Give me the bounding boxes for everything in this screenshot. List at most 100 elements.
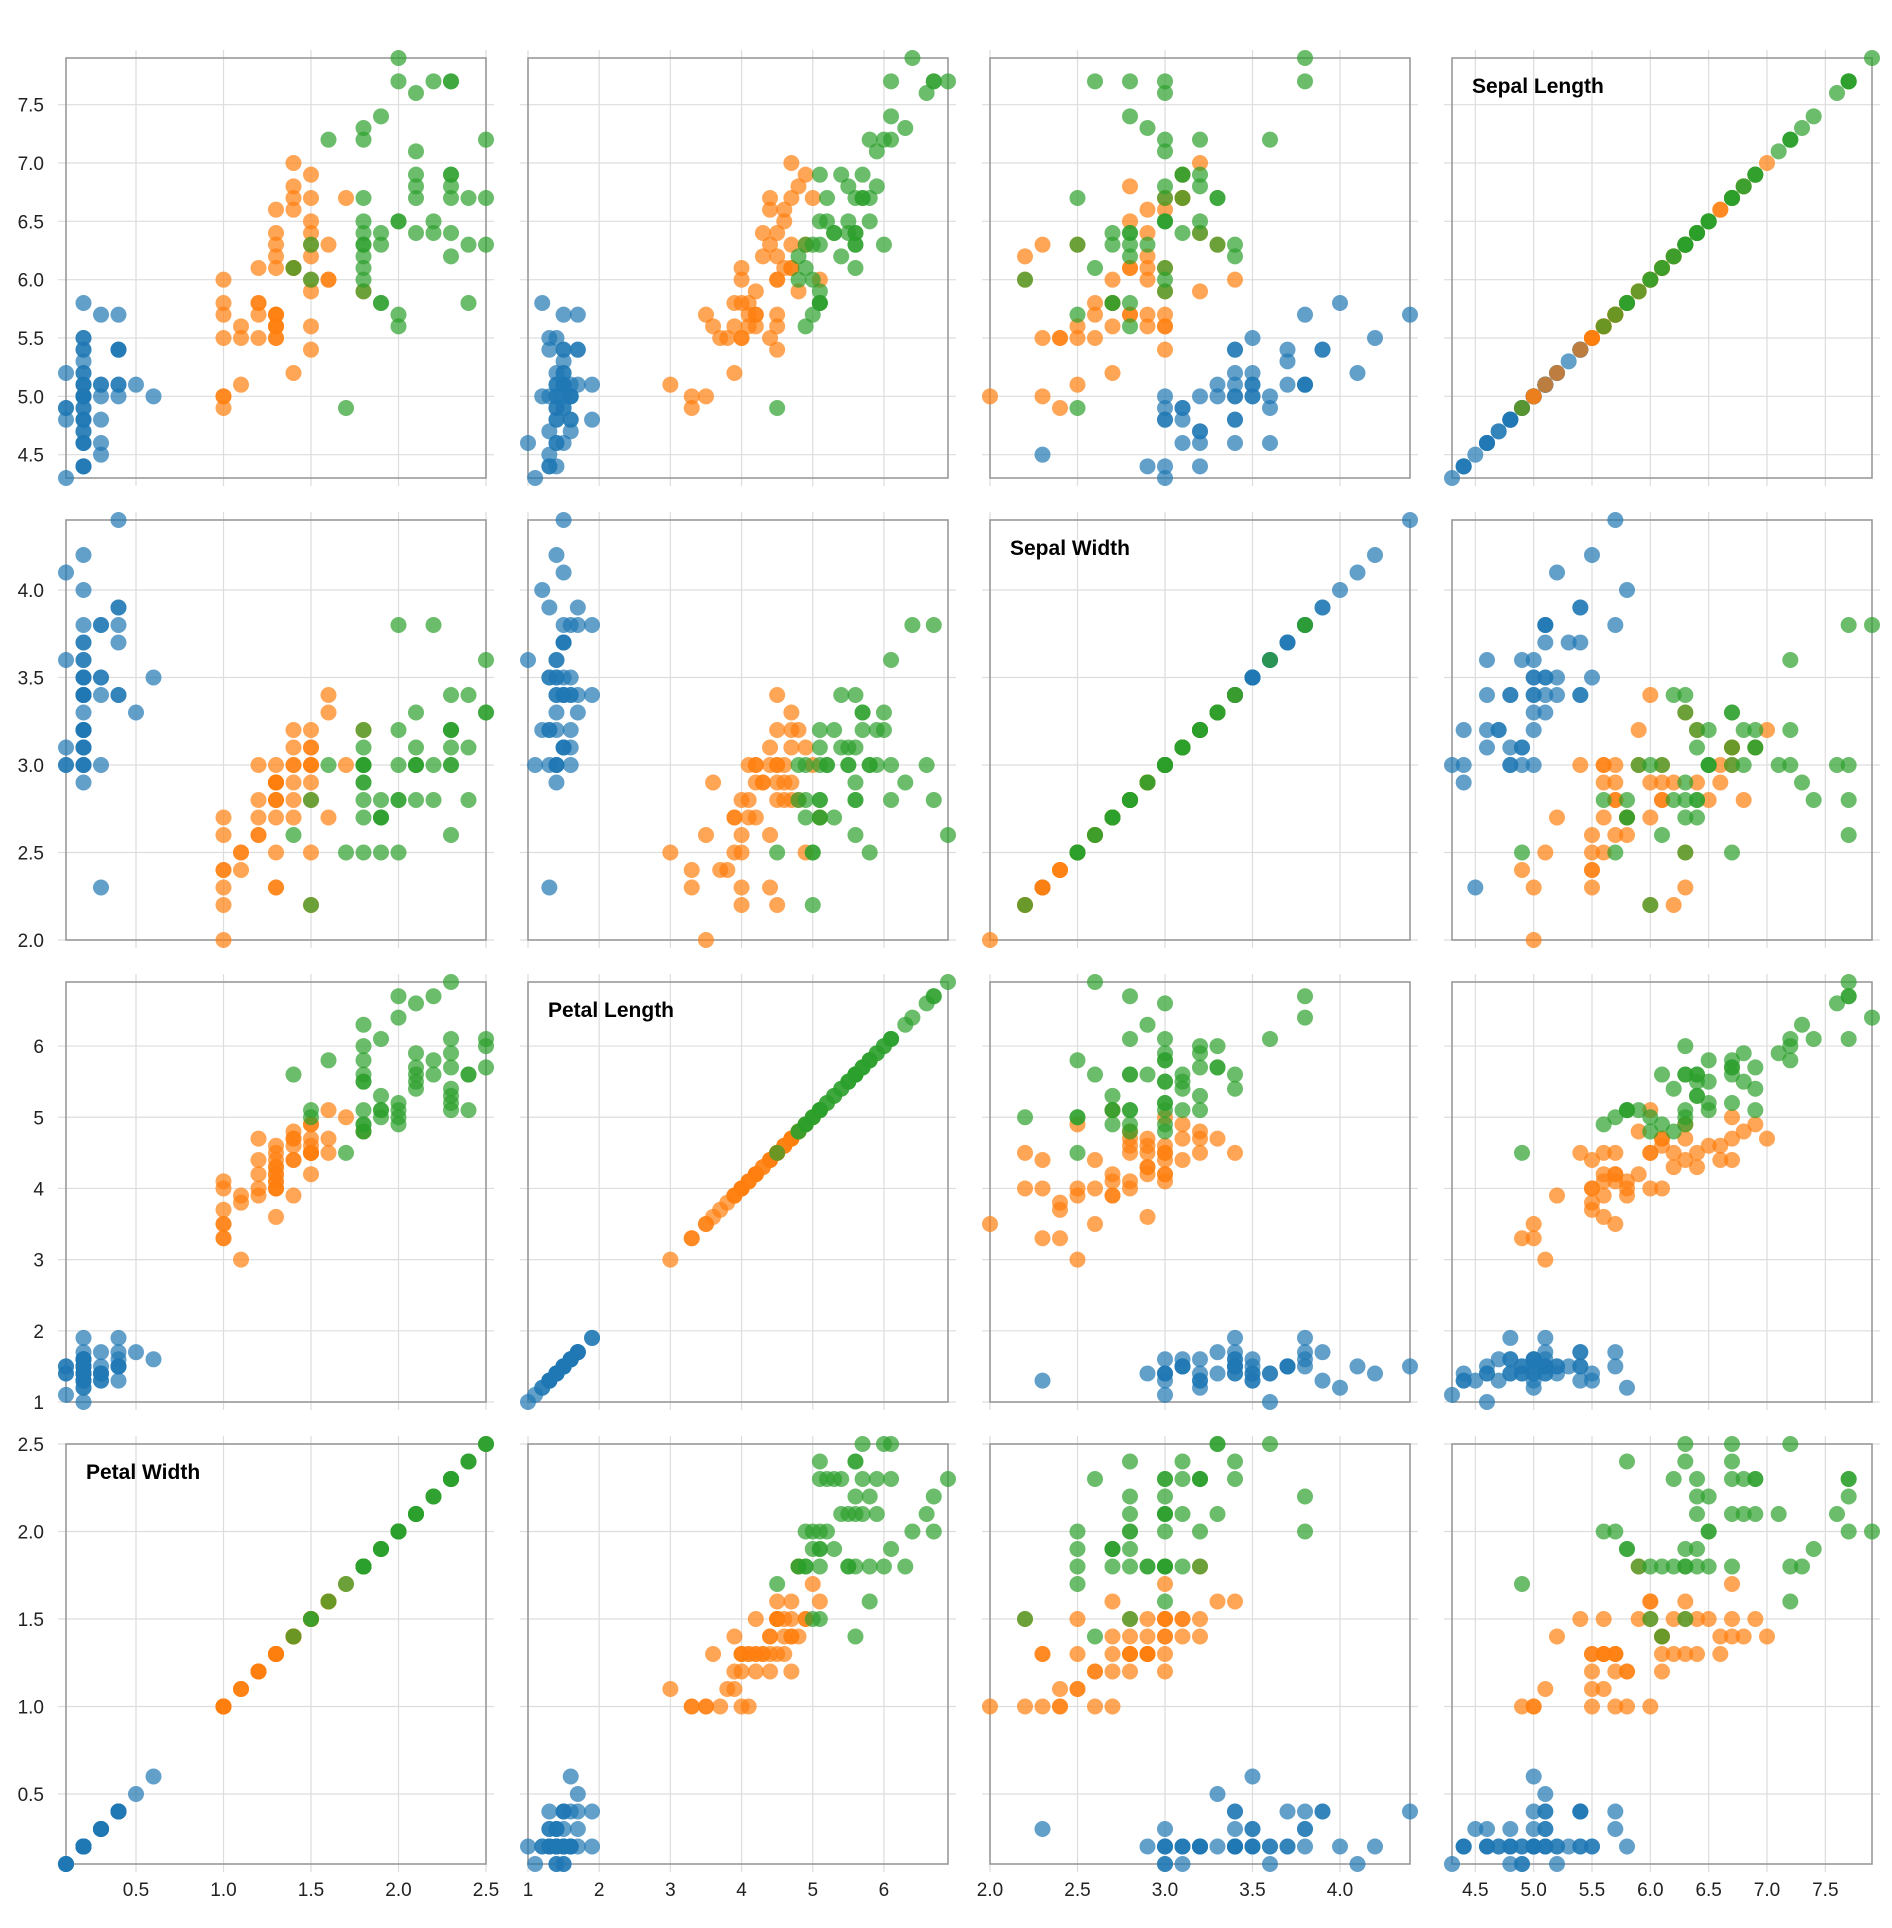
data-point-setosa (1367, 330, 1383, 346)
data-point-virginica (868, 722, 885, 738)
data-point-versicolor (1549, 1628, 1565, 1645)
data-point-virginica (818, 1471, 835, 1487)
data-point-virginica (1069, 236, 1086, 253)
data-point-versicolor (233, 1251, 249, 1268)
data-point-setosa (1537, 617, 1554, 633)
data-point-setosa (1034, 1372, 1051, 1389)
data-point-virginica (1174, 1066, 1191, 1083)
data-point-versicolor (1537, 376, 1554, 393)
data-point-virginica (1840, 1030, 1857, 1047)
data-point-versicolor (1642, 1180, 1659, 1197)
data-point-virginica (797, 260, 814, 276)
data-point-virginica (1724, 1453, 1740, 1470)
data-point-virginica (373, 1030, 389, 1047)
data-point-setosa (1537, 1786, 1554, 1802)
data-point-virginica (840, 213, 857, 230)
data-point-virginica (443, 248, 459, 265)
data-point-versicolor (215, 1201, 232, 1218)
data-point-virginica (1069, 306, 1086, 323)
data-point-versicolor (712, 1698, 729, 1715)
data-point-versicolor (1642, 809, 1659, 826)
data-point-setosa (584, 376, 601, 393)
data-point-setosa (1244, 1838, 1261, 1855)
data-point-virginica (790, 248, 807, 265)
data-point-versicolor (1157, 1663, 1173, 1680)
data-point-setosa (534, 295, 551, 311)
data-point-versicolor (1689, 1646, 1705, 1662)
data-point-virginica (1654, 827, 1670, 843)
data-point-versicolor (1724, 1151, 1740, 1168)
data-point-versicolor (1069, 1681, 1086, 1697)
data-point-virginica (1174, 166, 1191, 183)
data-point-virginica (883, 652, 900, 668)
data-point-setosa (1139, 1838, 1156, 1855)
data-point-virginica (1122, 73, 1138, 90)
data-point-virginica (355, 271, 372, 288)
data-point-versicolor (712, 862, 729, 878)
data-point-virginica (320, 757, 337, 773)
data-point-setosa (520, 1394, 536, 1410)
data-point-setosa (1549, 687, 1565, 703)
data-point-setosa (1209, 1344, 1226, 1361)
data-point-setosa (128, 1786, 144, 1802)
data-point-setosa (145, 1768, 162, 1785)
data-point-virginica (847, 774, 864, 791)
data-point-virginica (425, 225, 442, 241)
data-point-versicolor (762, 1663, 779, 1680)
data-point-setosa (569, 341, 586, 358)
data-point-virginica (883, 108, 900, 125)
data-point-virginica (840, 1558, 857, 1575)
data-point-virginica (443, 827, 459, 843)
data-point-virginica (1607, 844, 1624, 861)
data-point-virginica (875, 131, 892, 148)
data-point-virginica (1209, 1038, 1226, 1055)
data-point-virginica (833, 1080, 850, 1097)
data-point-virginica (797, 1523, 814, 1540)
data-point-virginica (1677, 774, 1694, 791)
data-point-versicolor (285, 757, 302, 773)
diagonal-title: Sepal Length (1472, 75, 1604, 98)
data-point-setosa (1332, 1379, 1348, 1396)
data-point-setosa (548, 1365, 565, 1382)
data-point-versicolor (303, 225, 319, 241)
data-point-virginica (1139, 774, 1156, 791)
data-point-versicolor (712, 1201, 729, 1218)
data-point-virginica (840, 225, 857, 241)
data-point-versicolor (769, 318, 786, 335)
data-point-setosa (1619, 1379, 1635, 1396)
data-point-virginica (1122, 1102, 1138, 1119)
data-point-virginica (1595, 1523, 1612, 1540)
data-point-setosa (1367, 1838, 1383, 1855)
data-point-setosa (562, 617, 579, 633)
data-point-virginica (408, 1506, 424, 1522)
data-point-versicolor (1034, 1646, 1051, 1662)
data-point-setosa (75, 388, 92, 405)
data-point-setosa (1297, 376, 1313, 393)
y-tick-label: 1 (33, 1393, 44, 1414)
data-point-setosa (520, 1838, 536, 1855)
data-point-virginica (1087, 260, 1103, 276)
data-point-setosa (1514, 1838, 1530, 1855)
data-point-setosa (1367, 1365, 1383, 1382)
data-point-virginica (373, 225, 389, 241)
data-point-virginica (460, 792, 477, 808)
data-point-versicolor (1735, 1628, 1752, 1645)
data-point-virginica (1735, 1471, 1752, 1487)
data-point-virginica (1770, 1506, 1787, 1522)
data-point-setosa (548, 388, 565, 405)
data-point-virginica (1654, 1628, 1670, 1645)
data-point-versicolor (338, 757, 354, 773)
data-point-virginica (1157, 1558, 1173, 1575)
data-point-setosa (1192, 1365, 1208, 1382)
data-point-versicolor (1735, 1123, 1752, 1140)
data-point-versicolor (790, 178, 807, 195)
data-point-virginica (1864, 617, 1880, 633)
data-point-setosa (548, 652, 565, 668)
data-point-setosa (1537, 1821, 1554, 1837)
panel-frame (527, 1443, 949, 1865)
data-point-versicolor (1122, 1628, 1138, 1645)
panel-frame (527, 57, 949, 479)
data-point-virginica (811, 1453, 828, 1470)
data-point-virginica (355, 774, 372, 791)
data-point-versicolor (285, 809, 302, 826)
